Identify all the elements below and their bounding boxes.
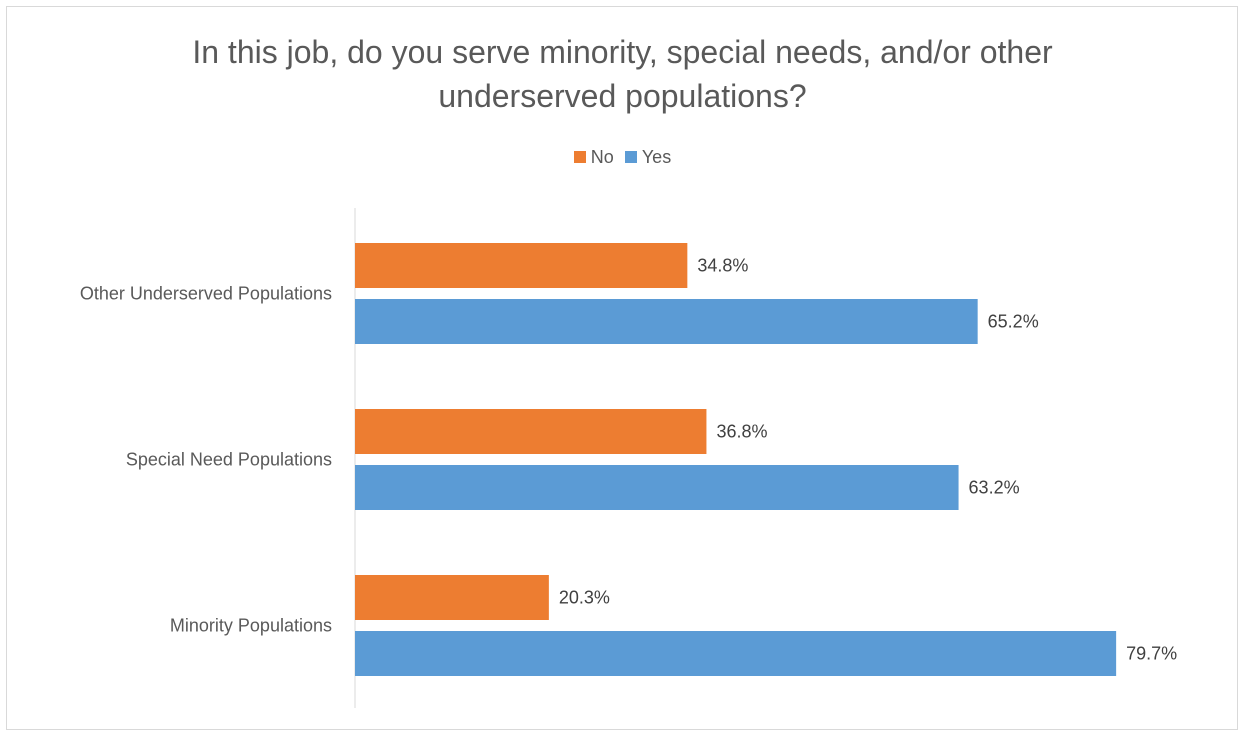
bar-yes-minority-populations xyxy=(355,631,1117,676)
data-label-no-minority-populations: 20.3% xyxy=(559,588,610,608)
legend-label-yes: Yes xyxy=(641,147,672,167)
bar-no-minority-populations xyxy=(355,575,549,620)
bar-no-other-underserved-populations xyxy=(355,243,688,288)
category-label-special-need-populations: Special Need Populations xyxy=(126,450,332,470)
chart-title: In this job, do you serve minority, spec… xyxy=(0,30,1245,118)
data-label-yes-other-underserved-populations: 65.2% xyxy=(988,312,1039,332)
category-label-other-underserved-populations: Other Underserved Populations xyxy=(80,284,332,304)
bar-no-special-need-populations xyxy=(355,409,707,454)
legend-entry-no: No xyxy=(573,145,614,169)
legend: No Yes xyxy=(0,145,1245,169)
chart-frame xyxy=(6,6,1238,730)
legend-entry-yes: Yes xyxy=(624,145,672,169)
chart-title-line-2: underserved populations? xyxy=(438,78,807,114)
bar-yes-special-need-populations xyxy=(355,465,959,510)
category-label-minority-populations: Minority Populations xyxy=(170,616,332,636)
bar-yes-other-underserved-populations xyxy=(355,299,978,344)
legend-swatch-no xyxy=(573,151,586,163)
data-label-yes-minority-populations: 79.7% xyxy=(1126,644,1177,664)
chart-title-line-1: In this job, do you serve minority, spec… xyxy=(192,34,1053,70)
data-label-no-special-need-populations: 36.8% xyxy=(716,422,767,442)
data-label-no-other-underserved-populations: 34.8% xyxy=(697,256,748,276)
legend-swatch-yes xyxy=(624,151,637,163)
legend-label-no: No xyxy=(590,147,614,167)
data-label-yes-special-need-populations: 63.2% xyxy=(969,478,1020,498)
